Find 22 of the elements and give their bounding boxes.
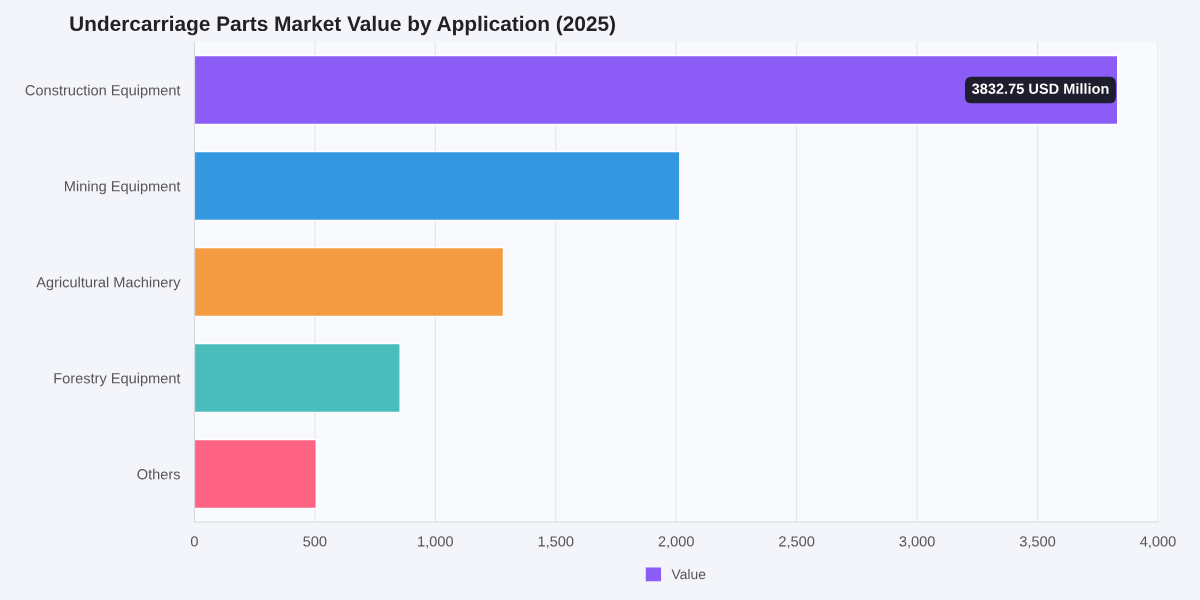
bar xyxy=(194,438,317,510)
bar xyxy=(194,342,401,414)
x-tick-label: 2,500 xyxy=(779,536,815,549)
x-tick-label: 1,500 xyxy=(538,536,574,549)
annotation: 3832.75 USD Million xyxy=(971,83,1109,94)
x-tick-label: 4,000 xyxy=(1140,536,1176,549)
x-tick-label: 2,000 xyxy=(658,536,694,549)
bar xyxy=(194,150,681,222)
bar xyxy=(194,54,1119,126)
y-tick-label: Others xyxy=(137,468,180,480)
x-tick-label: 0 xyxy=(190,536,198,547)
x-tick-label: 3,000 xyxy=(899,536,935,549)
chart-title: Undercarriage Parts Market Value by Application (2025) xyxy=(70,15,615,36)
y-tick-label: Forestry Equipment xyxy=(54,372,181,387)
x-tick-label: 1,000 xyxy=(418,536,453,549)
x-tick-label: 500 xyxy=(303,536,327,547)
legend-label: Value xyxy=(671,569,706,580)
x-tick-label: 3,500 xyxy=(1019,536,1056,549)
y-tick-label: Construction Equipment xyxy=(25,84,181,99)
bar xyxy=(194,246,505,318)
y-tick-label: Agricultural Machinery xyxy=(36,276,181,291)
y-tick-label: Mining Equipment xyxy=(64,180,181,195)
